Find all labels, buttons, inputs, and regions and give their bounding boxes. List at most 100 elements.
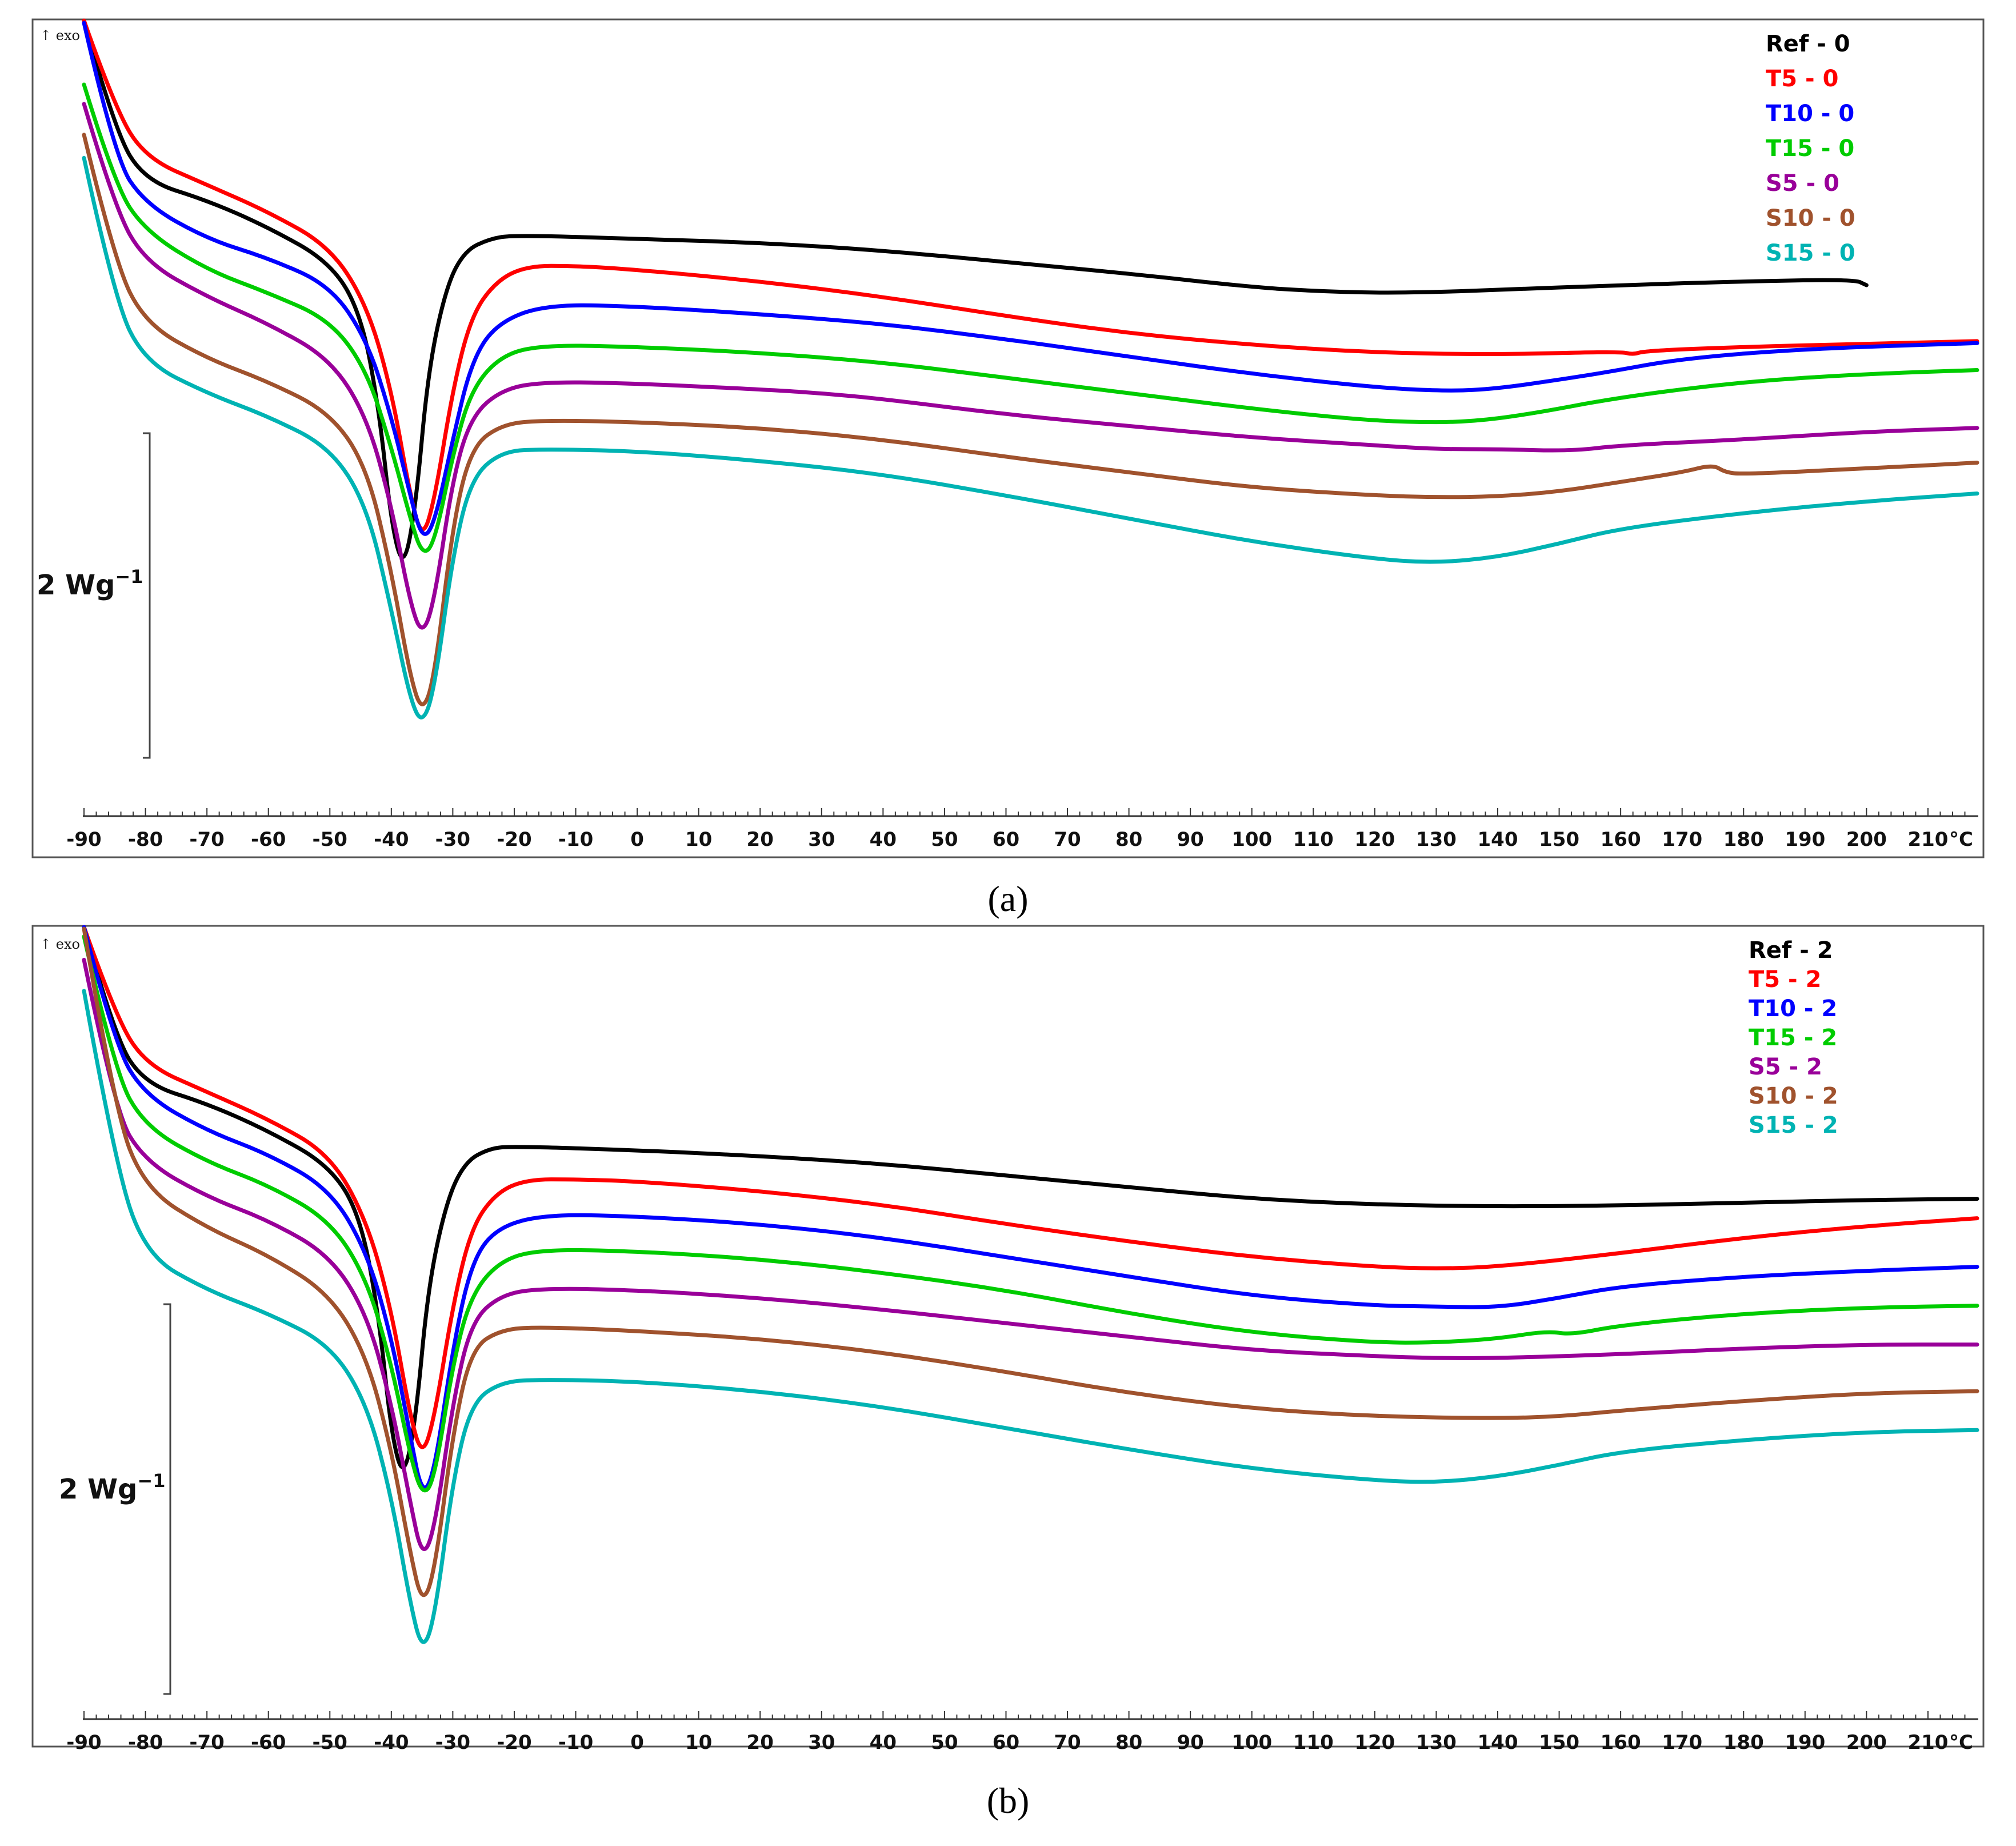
- series-group-a: [82, 18, 1979, 720]
- x-tick-label: 160: [1601, 828, 1641, 851]
- x-tick-label: 100: [1231, 828, 1272, 851]
- x-tick-label: -20: [497, 828, 531, 851]
- x-tick-label: 10: [685, 1731, 712, 1754]
- x-tick-label: 210: [1907, 828, 1948, 851]
- x-ticks-a: -90 -80 -70 -60 -50 -40 -30 -20 -10 0 10 20 30 40 50 60…: [66, 808, 1973, 851]
- legend-entry: S15 - 0: [1766, 240, 1855, 266]
- x-tick-label: 110: [1293, 1731, 1334, 1754]
- series-line-t10-0: [82, 21, 1979, 536]
- x-tick-label: 0: [630, 828, 644, 851]
- legend-entry: T5 - 2: [1749, 966, 1821, 993]
- x-tick-label: 40: [870, 828, 897, 851]
- x-tick-label: 180: [1723, 1731, 1764, 1754]
- legend-b: Ref - 2T5 - 2 T10 - 2 T15 - 2 S5 - 2 S10 - 2…: [1749, 937, 1838, 1138]
- x-tick-label: -10: [558, 828, 593, 851]
- x-tick-label: -10: [558, 1731, 593, 1754]
- panel-b: ↑ exo 2 Wg−1 -90 -80 -70 -60 -50 -40 -30 -20 -10…: [31, 925, 1985, 1821]
- x-tick-label: 140: [1478, 828, 1518, 851]
- legend-entry: S10 - 2: [1749, 1083, 1838, 1109]
- x-tick-label: 100: [1231, 1731, 1272, 1754]
- legend-entry: Ref - 2: [1749, 937, 1833, 964]
- x-tick-label: 130: [1416, 1731, 1457, 1754]
- x-tick-label: 50: [931, 828, 958, 851]
- x-tick-label: -50: [313, 1731, 347, 1754]
- x-tick-label: 170: [1662, 828, 1702, 851]
- scale-bar-a: [143, 432, 151, 759]
- series-group-b: [82, 925, 1979, 1644]
- series-line-s10-0: [82, 133, 1979, 706]
- x-tick-label: 90: [1177, 1731, 1204, 1754]
- series-line-s5-2: [82, 957, 1979, 1551]
- legend-entry: S10 - 0: [1766, 205, 1855, 231]
- x-tick-label: 90: [1177, 828, 1204, 851]
- legend-entry: S15 - 2: [1749, 1112, 1838, 1138]
- series-line-t15-0: [82, 82, 1979, 553]
- x-tick-label: 20: [747, 828, 774, 851]
- x-tick-label: -40: [374, 1731, 409, 1754]
- x-tick-label: 150: [1539, 828, 1579, 851]
- x-tick-label: 150: [1539, 1731, 1579, 1754]
- x-tick-label: 190: [1785, 1731, 1825, 1754]
- x-tick-label: 140: [1478, 1731, 1518, 1754]
- x-tick-label: -20: [497, 1731, 531, 1754]
- plot-frame-a: [31, 18, 1985, 858]
- exo-label-b: ↑ exo: [40, 936, 80, 952]
- legend-entry: Ref - 0: [1766, 31, 1850, 57]
- x-unit-label: °C: [1949, 1731, 1973, 1754]
- x-tick-label: 210: [1907, 1731, 1948, 1754]
- legend-entry: T10 - 0: [1766, 101, 1854, 127]
- legend-a: Ref - 0 T5 - 0 T10 - 0 T15 - 0 S5 - 0 S10 - 0…: [1766, 31, 1855, 266]
- x-tick-label: -40: [374, 828, 409, 851]
- scale-bar-b: [163, 1303, 171, 1695]
- series-line-ref-0: [82, 18, 1869, 560]
- series-line-s5-0: [82, 102, 1979, 630]
- x-tick-label: 170: [1662, 1731, 1702, 1754]
- x-tick-label: 10: [685, 828, 712, 851]
- x-tick-label: 120: [1354, 828, 1395, 851]
- x-tick-label: 0: [630, 1731, 644, 1754]
- series-line-t10-2: [82, 925, 1979, 1490]
- x-tick-label: 70: [1054, 1731, 1081, 1754]
- series-line-t5-0: [82, 18, 1979, 532]
- scale-label-b: 2 Wg−1: [59, 1470, 166, 1505]
- x-tick-label: 180: [1723, 828, 1764, 851]
- legend-entry: T15 - 2: [1749, 1025, 1837, 1051]
- x-tick-label: 40: [870, 1731, 897, 1754]
- series-line-s15-0: [82, 155, 1979, 720]
- x-tick-label: -30: [435, 1731, 470, 1754]
- x-tick-label: 190: [1785, 828, 1825, 851]
- x-tick-label: 30: [808, 828, 835, 851]
- x-ticks-b: -90 -80 -70 -60 -50 -40 -30 -20 -10 0 10 20 30 40 50 60…: [66, 1711, 1973, 1754]
- legend-entry: S5 - 2: [1749, 1054, 1822, 1080]
- x-tick-label: 80: [1115, 828, 1142, 851]
- legend-entry: T5 - 0: [1766, 66, 1838, 92]
- x-unit-label: °C: [1949, 828, 1973, 851]
- x-tick-label: -80: [128, 1731, 163, 1754]
- x-tick-label: -70: [189, 828, 224, 851]
- series-line-t5-2: [82, 925, 1979, 1449]
- legend-entry: S5 - 0: [1766, 170, 1839, 197]
- x-tick-label: -30: [435, 828, 470, 851]
- x-tick-label: 70: [1054, 828, 1081, 851]
- x-tick-label: -80: [128, 828, 163, 851]
- x-tick-label: 200: [1846, 1731, 1887, 1754]
- legend-entry: T15 - 0: [1766, 135, 1854, 162]
- x-tick-label: -70: [189, 1731, 224, 1754]
- x-tick-label: 200: [1846, 828, 1887, 851]
- x-tick-label: 60: [993, 828, 1019, 851]
- x-tick-label: -60: [251, 828, 286, 851]
- plot-frame-b: [31, 925, 1985, 1748]
- x-tick-label: 20: [747, 1731, 774, 1754]
- x-tick-label: 80: [1115, 1731, 1142, 1754]
- x-tick-label: 120: [1354, 1731, 1395, 1754]
- x-tick-label: 60: [993, 1731, 1019, 1754]
- x-tick-label: 160: [1601, 1731, 1641, 1754]
- x-tick-label: 30: [808, 1731, 835, 1754]
- x-tick-label: -90: [66, 828, 101, 851]
- x-tick-label: -90: [66, 1731, 101, 1754]
- panel-caption-b: (b): [987, 1780, 1030, 1821]
- series-line-ref-2: [82, 925, 1979, 1469]
- x-tick-label: 130: [1416, 828, 1457, 851]
- series-line-s10-2: [82, 926, 1979, 1597]
